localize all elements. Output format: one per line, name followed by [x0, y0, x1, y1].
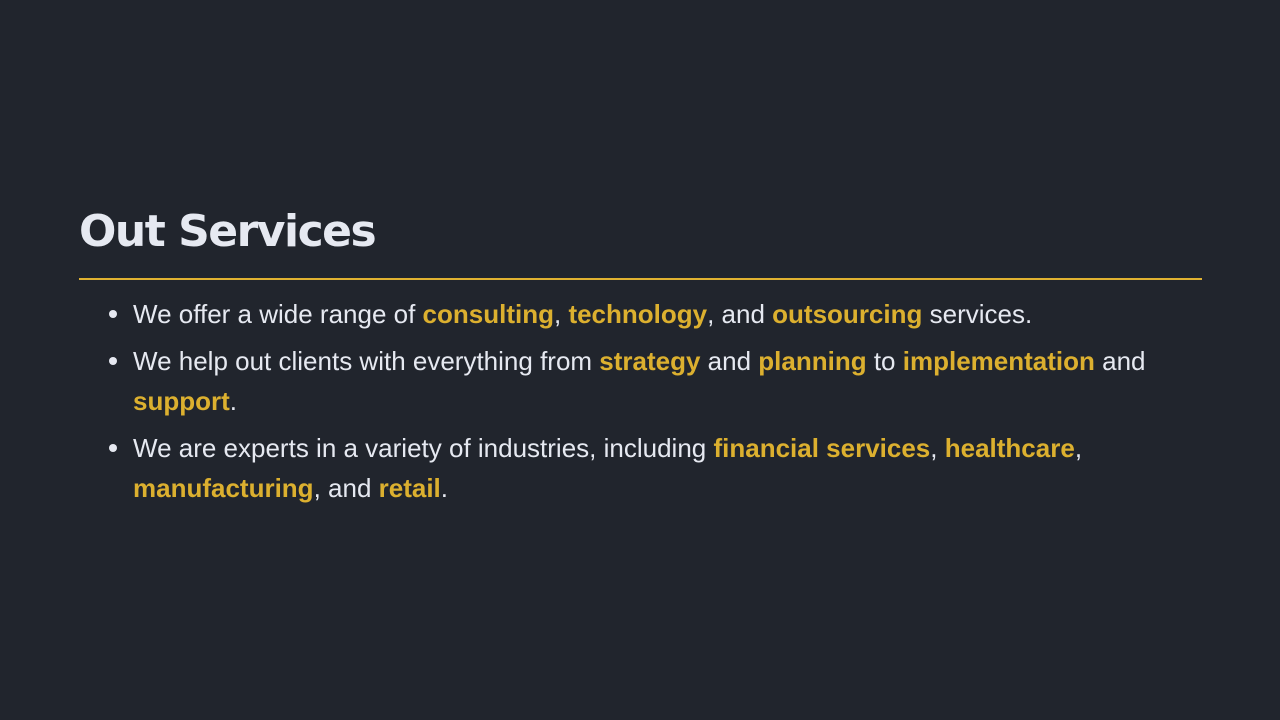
bullet-text: to: [866, 345, 903, 376]
bullet-item: We are experts in a variety of industrie…: [109, 428, 1183, 509]
bullet-text: services.: [922, 299, 1033, 329]
highlight-term: manufacturing: [133, 473, 314, 503]
bullet-text: , and: [707, 299, 773, 329]
highlight-term: technology: [568, 299, 708, 329]
bullet-list: We offer a wide range of consulting, tec…: [79, 294, 1183, 509]
slide: Out Services We offer a wide range of co…: [79, 203, 1202, 515]
bullet-dot-icon: [109, 443, 117, 452]
bullet-text: We help out clients with everything from: [133, 345, 600, 376]
highlight-term: support: [133, 386, 230, 416]
bullet-dot-icon: [109, 356, 117, 365]
highlight-term: implementation: [902, 345, 1095, 376]
highlight-term: planning: [758, 345, 867, 376]
slide-title: Out Services: [79, 206, 377, 257]
bullet-dot-icon: [109, 310, 117, 318]
bullet-text: ,: [1074, 432, 1083, 463]
highlight-term: retail: [378, 473, 441, 503]
highlight-term: outsourcing: [772, 299, 923, 329]
bullet-text: and: [1094, 345, 1146, 376]
bullet-text: and: [700, 345, 759, 376]
bullet-item: We help out clients with everything from…: [109, 341, 1183, 422]
bullet-text: .: [229, 386, 237, 416]
bullet-text: .: [440, 473, 449, 503]
bullet-text: We offer a wide range of: [133, 299, 423, 329]
highlight-term: financial services: [713, 432, 931, 463]
highlight-term: healthcare: [944, 432, 1075, 463]
highlight-term: consulting: [422, 299, 554, 329]
highlight-term: strategy: [599, 345, 701, 376]
bullet-text: We are experts in a variety of industrie…: [133, 432, 714, 463]
bullet-text: , and: [313, 473, 379, 503]
bullet-text: ,: [553, 299, 569, 329]
bullet-item: We offer a wide range of consulting, tec…: [109, 294, 1183, 335]
bullet-text: ,: [930, 432, 945, 463]
title-divider: [79, 278, 1202, 280]
